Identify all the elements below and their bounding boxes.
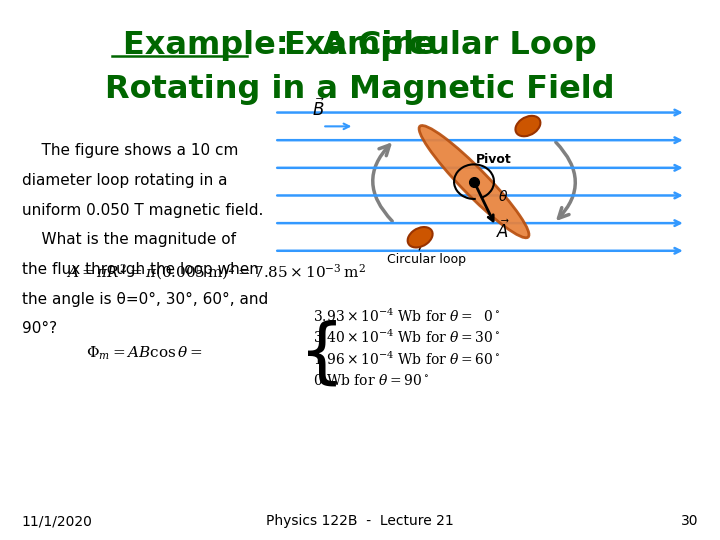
Text: diameter loop rotating in a: diameter loop rotating in a bbox=[22, 173, 227, 188]
Text: $\vec{B}$: $\vec{B}$ bbox=[312, 98, 325, 120]
FancyArrowPatch shape bbox=[373, 145, 392, 221]
Text: the angle is θ=0°, 30°, 60°, and: the angle is θ=0°, 30°, 60°, and bbox=[22, 292, 268, 307]
Text: $\vec{A}$: $\vec{A}$ bbox=[495, 220, 510, 242]
FancyArrowPatch shape bbox=[556, 142, 575, 218]
Text: uniform 0.050 T magnetic field.: uniform 0.050 T magnetic field. bbox=[22, 202, 263, 218]
Text: Physics 122B  -  Lecture 21: Physics 122B - Lecture 21 bbox=[266, 514, 454, 528]
Text: What is the magnitude of: What is the magnitude of bbox=[22, 232, 235, 247]
Ellipse shape bbox=[408, 227, 433, 247]
Text: $0\ \mathrm{Wb\ for}\ \theta = 90^\circ$: $0\ \mathrm{Wb\ for}\ \theta = 90^\circ$ bbox=[313, 373, 429, 388]
Text: 30: 30 bbox=[681, 514, 698, 528]
Text: 90°?: 90°? bbox=[22, 321, 57, 336]
Text: The figure shows a 10 cm: The figure shows a 10 cm bbox=[22, 143, 238, 158]
Ellipse shape bbox=[516, 116, 541, 136]
Text: $1.96\times10^{-4}\ \mathrm{Wb\ for}\ \theta = 60^\circ$: $1.96\times10^{-4}\ \mathrm{Wb\ for}\ \t… bbox=[313, 350, 500, 368]
Text: $3.40\times10^{-4}\ \mathrm{Wb\ for}\ \theta = 30^\circ$: $3.40\times10^{-4}\ \mathrm{Wb\ for}\ \t… bbox=[313, 329, 500, 346]
Text: Rotating in a Magnetic Field: Rotating in a Magnetic Field bbox=[105, 73, 615, 105]
Ellipse shape bbox=[419, 125, 529, 238]
Text: Example:   A Circular Loop: Example: A Circular Loop bbox=[123, 30, 597, 62]
Text: Example: Example bbox=[284, 30, 436, 62]
Text: $3.93\times10^{-4}\ \mathrm{Wb\ for}\ \theta =\ \ 0^\circ$: $3.93\times10^{-4}\ \mathrm{Wb\ for}\ \t… bbox=[313, 307, 500, 325]
Text: Pivot: Pivot bbox=[476, 153, 512, 166]
Text: Circular loop: Circular loop bbox=[387, 253, 466, 266]
Text: 11/1/2020: 11/1/2020 bbox=[22, 514, 92, 528]
Text: the flux through the loop when: the flux through the loop when bbox=[22, 262, 258, 277]
Text: $\Phi_m = AB\cos\theta =$: $\Phi_m = AB\cos\theta =$ bbox=[86, 345, 204, 362]
Text: {: { bbox=[299, 319, 345, 388]
Text: $A = \pi R^2 = \pi (0.005\,\mathrm{m})^2 = 7.85 \times 10^{-3}\,\mathrm{m}^2$: $A = \pi R^2 = \pi (0.005\,\mathrm{m})^2… bbox=[66, 263, 366, 282]
Text: $\theta$: $\theta$ bbox=[498, 188, 508, 204]
